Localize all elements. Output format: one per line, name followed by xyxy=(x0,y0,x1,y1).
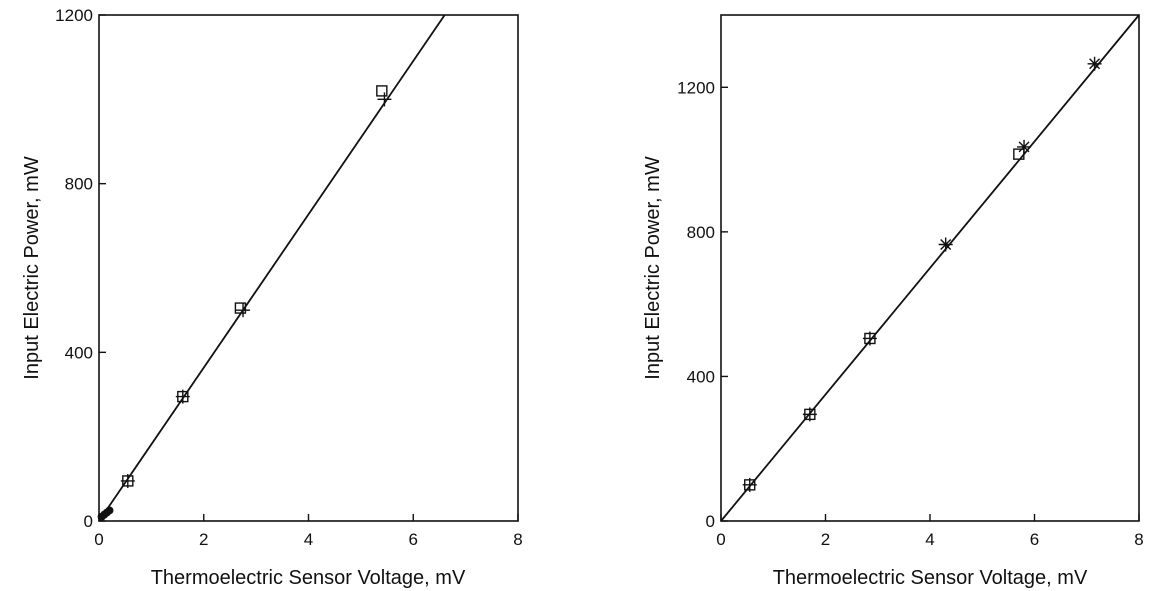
x-tick-label: 4 xyxy=(304,530,313,549)
plot-frame xyxy=(98,14,519,522)
y-tick-label: 800 xyxy=(65,175,93,194)
data-marks xyxy=(742,56,1102,492)
x-tick-label: 8 xyxy=(1134,530,1143,549)
fit-line xyxy=(720,14,1140,522)
y-tick-label: 400 xyxy=(687,367,715,386)
data-point-square xyxy=(376,85,388,97)
data-point-square xyxy=(234,302,247,314)
data-point-asterisk xyxy=(1017,139,1032,154)
y-tick-label: 1200 xyxy=(677,78,715,97)
y-tick-label: 800 xyxy=(687,223,715,242)
y-tick-label: 400 xyxy=(65,343,93,362)
fit-line xyxy=(98,14,446,522)
y-tick-label: 1200 xyxy=(55,6,93,25)
x-axis-label: Thermoelectric Sensor Voltage, mV xyxy=(773,567,1088,589)
data-point-plus xyxy=(120,473,135,488)
data-point-plus xyxy=(862,331,877,346)
y-axis-label: Input Electric Power, mW xyxy=(642,156,664,380)
x-tick-label: 8 xyxy=(513,530,522,549)
x-axis-label: Thermoelectric Sensor Voltage, mV xyxy=(151,567,466,589)
x-tick-label: 6 xyxy=(409,530,418,549)
data-point-asterisk xyxy=(1087,56,1102,71)
x-tick-label: 2 xyxy=(199,530,208,549)
chart-right: 0 2 4 6 8 0 400 800 1200 Thermoelectric Sensor V… xyxy=(642,14,1144,589)
data-point-plus xyxy=(175,389,190,404)
data-point-plus xyxy=(236,303,251,318)
y-axis-label: Input Electric Power, mW xyxy=(21,156,43,380)
data-point-plus xyxy=(802,407,817,422)
data-point-square xyxy=(1013,148,1025,160)
axis-ticks: 0 2 4 6 8 0 400 800 1200 xyxy=(677,78,1144,549)
data-point-plus xyxy=(742,477,757,492)
x-tick-label: 4 xyxy=(925,530,934,549)
data-point-asterisk xyxy=(938,237,953,252)
data-point-plus xyxy=(377,92,392,107)
x-tick-label: 6 xyxy=(1030,530,1039,549)
chart-left: 0 2 4 6 8 0 400 800 1200 Thermoelectric Sensor V… xyxy=(21,6,523,589)
data-point-circle xyxy=(105,506,114,515)
y-tick-label: 0 xyxy=(84,512,93,531)
x-tick-label: 0 xyxy=(94,530,103,549)
x-tick-label: 0 xyxy=(716,530,725,549)
x-tick-label: 2 xyxy=(821,530,830,549)
axis-ticks: 0 2 4 6 8 0 400 800 1200 xyxy=(55,6,523,549)
y-tick-label: 0 xyxy=(706,512,715,531)
data-marks xyxy=(97,85,392,521)
